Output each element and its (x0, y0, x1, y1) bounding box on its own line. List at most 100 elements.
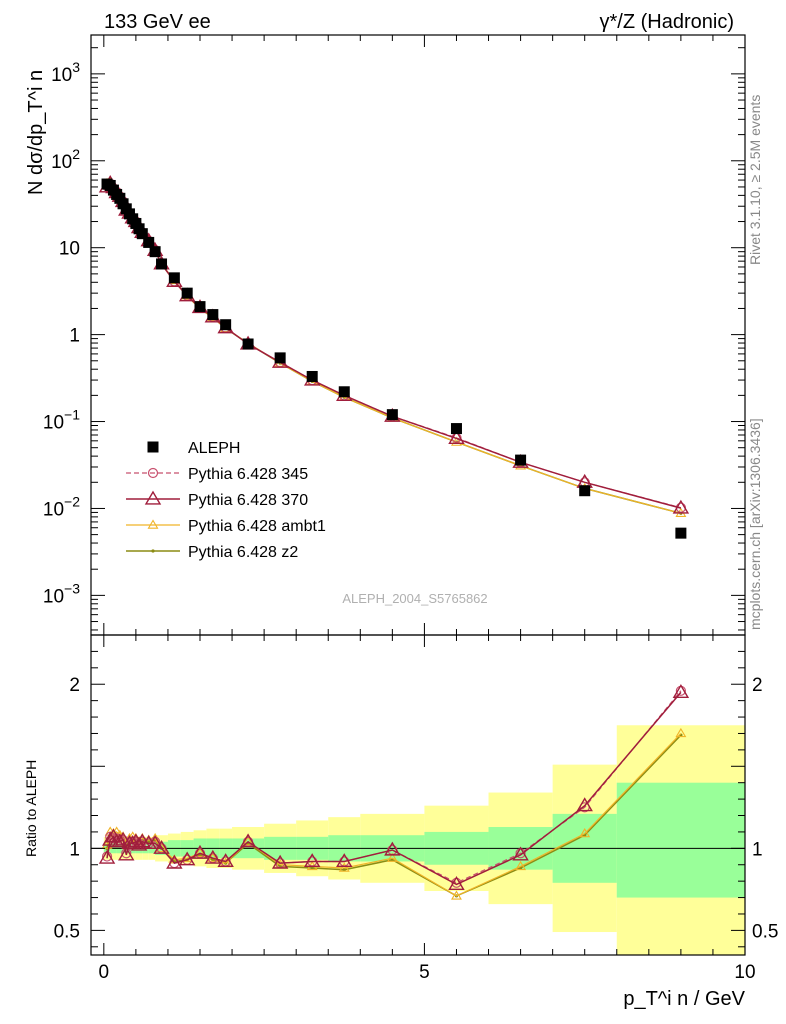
point-aleph (450, 423, 462, 435)
point-pythia-6-428-370 (336, 853, 353, 868)
mcplots-label: mcplots.cern.ch [arXiv:1306.3436] (747, 418, 763, 630)
main-plot: 10−3 10−2 10−1 1 10 102 103 (43, 34, 746, 636)
point-pythia-6-428-370 (130, 836, 148, 851)
point-aleph (306, 370, 318, 382)
point-pythia-6-428-ambt1 (675, 727, 687, 738)
legend-marker (147, 441, 159, 453)
ratio-y-tick-label-right: 0.5 (752, 921, 778, 942)
point-pythia-6-428-z2 (310, 866, 314, 870)
analysis-watermark: ALEPH_2004_S5765862 (342, 591, 487, 606)
point-pythia-6-428-z2 (342, 868, 346, 872)
series-pythia-6-428-345 (101, 178, 686, 513)
y-tick-label: 10−3 (43, 580, 80, 607)
legend: ALEPH Pythia 6.428 345 Pythia 6.428 370 Pyt… (126, 440, 326, 561)
point-pythia-6-428-370 (98, 849, 116, 864)
point-aleph (194, 301, 206, 313)
inner-band-bin (616, 782, 745, 898)
legend-label: Pythia 6.428 z2 (188, 544, 298, 561)
point-aleph (156, 258, 168, 270)
legend-entry-pythia-6-428-ambt1: Pythia 6.428 ambt1 (126, 518, 326, 535)
y-tick-label: 10−1 (43, 407, 80, 434)
main-y-axis-title-text: N dσ/dp_T^i n (25, 70, 47, 195)
legend-entry-aleph: ALEPH (147, 440, 240, 457)
point-pythia-6-428-370 (217, 853, 234, 868)
point-pythia-6-428-ambt1 (451, 890, 462, 900)
point-pythia-6-428-370 (111, 833, 129, 848)
point-pythia-6-428-370 (672, 684, 690, 699)
point-pythia-6-428-370 (672, 499, 690, 514)
point-pythia-6-428-370 (118, 846, 135, 861)
point-pythia-6-428-370 (384, 841, 401, 856)
legend-label: Pythia 6.428 370 (188, 492, 308, 509)
x-tick-label: 0 (99, 962, 110, 983)
series-pythia-6-428-370 (98, 174, 690, 514)
uncertainty-bands (103, 725, 745, 955)
point-pythia-6-428-370 (166, 854, 183, 869)
point-aleph (579, 485, 591, 497)
point-aleph (338, 386, 350, 398)
ratio-y-tick-label-right: 1 (752, 839, 763, 860)
point-pythia-6-428-370 (146, 835, 164, 850)
point-pythia-6-428-370 (512, 846, 529, 861)
point-pythia-6-428-ambt1 (386, 852, 398, 862)
point-pythia-6-428-ambt1 (579, 827, 591, 838)
legend-label: ALEPH (188, 440, 240, 457)
point-aleph (136, 228, 148, 240)
main-y-axis-title: N dσ/dp_T^i n (25, 70, 47, 195)
series-line-pythia-6-428-370 (106, 182, 682, 509)
point-pythia-6-428-370 (448, 430, 465, 444)
ratio-frame (90, 634, 746, 956)
legend-marker (144, 490, 162, 505)
series-aleph (101, 178, 687, 539)
ratio-y-tick-label-right: 2 (752, 675, 763, 696)
legend-label: Pythia 6.428 ambt1 (188, 518, 326, 535)
point-aleph (168, 272, 180, 284)
rivet-label: Rivet 3.1.10, ≥ 2.5M events (747, 95, 763, 265)
header-right-label: γ*/Z (Hadronic) (600, 11, 734, 33)
x-tick-label: 10 (734, 962, 755, 983)
ratio-y-tick-label: 2 (69, 675, 80, 696)
y-tick-label: 10−2 (43, 493, 80, 520)
point-pythia-6-428-370 (153, 839, 170, 854)
legend-entry-pythia-6-428-370: Pythia 6.428 370 (126, 490, 308, 509)
point-aleph (515, 454, 527, 466)
legend-marker (147, 467, 159, 479)
point-pythia-6-428-370 (114, 831, 132, 846)
y-tick-label: 1 (69, 326, 80, 347)
legend-marker (151, 549, 155, 553)
series-line-pythia-6-428-345 (106, 183, 682, 509)
series-pythia-6-428-z2 (105, 181, 683, 515)
point-aleph (386, 409, 398, 421)
legend-marker (147, 519, 159, 529)
point-aleph (181, 287, 193, 299)
point-pythia-6-428-370 (178, 851, 196, 866)
point-pythia-6-428-370 (448, 876, 465, 891)
header-left-label: 133 GeV ee (104, 11, 211, 33)
x-tick-label: 5 (419, 962, 430, 983)
point-aleph (220, 319, 232, 331)
point-aleph (242, 338, 254, 350)
y-tick-label: 10 (59, 239, 80, 260)
point-aleph (149, 246, 161, 258)
point-pythia-6-428-ambt1 (242, 836, 254, 846)
point-aleph (274, 352, 286, 364)
point-aleph (143, 236, 155, 248)
point-pythia-6-428-370 (303, 853, 321, 868)
ratio-plot: 0 5 10 0.5 0.5 1 1 2 2 (54, 634, 778, 983)
series-pythia-6-428-370 (98, 684, 690, 891)
point-pythia-6-428-370 (576, 797, 593, 812)
point-pythia-6-428-370 (204, 849, 222, 864)
legend-entry-pythia-6-428-345: Pythia 6.428 345 (126, 466, 308, 483)
point-aleph (207, 309, 219, 321)
point-pythia-6-428-ambt1 (194, 847, 206, 857)
point-pythia-6-428-370 (271, 854, 289, 869)
series-line-pythia-6-428-ambt1 (106, 181, 682, 514)
ratio-y-tick-label: 1 (69, 839, 80, 860)
y-tick-label: 102 (51, 146, 80, 173)
x-axis-title: p_T^i n / GeV (623, 988, 745, 1010)
series-line-pythia-6-428-z2 (106, 181, 682, 515)
ratio-y-tick-label: 0.5 (54, 921, 80, 942)
point-pythia-6-428-ambt1 (338, 862, 350, 872)
point-pythia-6-428-370 (239, 833, 257, 848)
